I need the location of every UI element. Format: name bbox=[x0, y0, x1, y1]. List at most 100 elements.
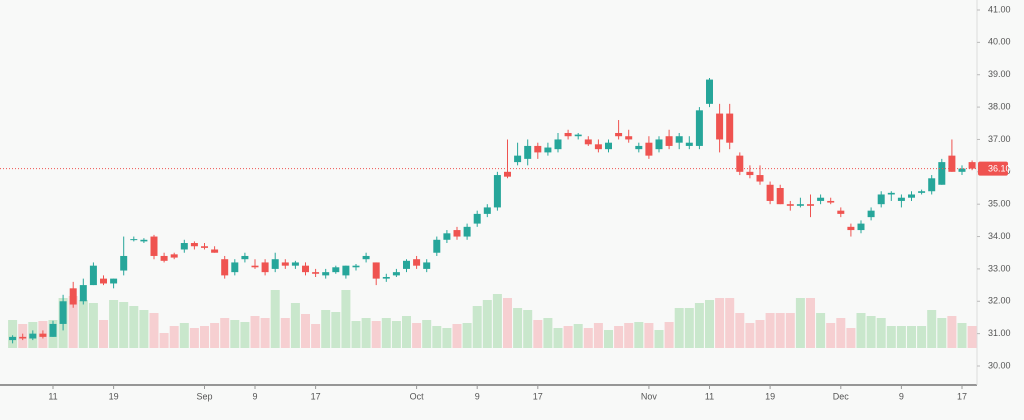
candle-body bbox=[89, 265, 97, 286]
candle-body bbox=[211, 249, 219, 253]
candle-body bbox=[736, 155, 744, 172]
candle-body bbox=[180, 243, 188, 250]
candle-body bbox=[59, 301, 67, 324]
candle-body bbox=[746, 171, 754, 176]
volume-bar bbox=[543, 318, 553, 348]
candle-body bbox=[241, 255, 249, 260]
candle-body bbox=[362, 255, 370, 260]
candle-body bbox=[423, 262, 431, 269]
candle-body bbox=[685, 142, 693, 146]
candle-body bbox=[100, 278, 107, 284]
volume-bar bbox=[765, 313, 775, 348]
volume-bar bbox=[533, 320, 543, 348]
candle-body bbox=[9, 336, 17, 341]
candle-body bbox=[372, 262, 380, 279]
volume-bar bbox=[523, 310, 533, 348]
x-tick-label: 17 bbox=[311, 391, 321, 401]
candle-body bbox=[928, 178, 936, 192]
volume-bar bbox=[179, 323, 189, 348]
candle-body bbox=[291, 262, 299, 266]
y-tick-label: 31.00 bbox=[988, 328, 1011, 338]
candle-body bbox=[837, 210, 845, 214]
candle-body bbox=[473, 213, 481, 224]
volume-bar bbox=[280, 318, 290, 348]
candle-body bbox=[261, 262, 269, 273]
candle-body bbox=[453, 230, 461, 237]
candle-body bbox=[221, 259, 229, 276]
y-tick-label: 35.00 bbox=[988, 199, 1011, 209]
y-tick-label: 34.00 bbox=[988, 231, 1011, 241]
candle-body bbox=[554, 139, 562, 150]
candle-body bbox=[493, 175, 501, 208]
volume-bar bbox=[422, 320, 432, 348]
candle-body bbox=[938, 162, 946, 185]
x-tick-label: 9 bbox=[899, 391, 904, 401]
candle-body bbox=[817, 197, 825, 201]
candle-body bbox=[514, 155, 522, 163]
candle-body bbox=[786, 204, 794, 206]
volume-bar bbox=[614, 326, 624, 348]
volume-bar bbox=[907, 326, 916, 348]
volume-bar bbox=[553, 328, 563, 348]
volume-bar bbox=[472, 306, 482, 348]
y-tick-label: 30.00 bbox=[988, 360, 1011, 370]
volume-bar bbox=[513, 308, 523, 348]
volume-bar bbox=[371, 321, 381, 348]
candle-body bbox=[443, 233, 451, 240]
volume-bar bbox=[129, 306, 139, 348]
volume-bar bbox=[593, 323, 603, 348]
candle-body bbox=[504, 171, 511, 177]
candle-body bbox=[19, 336, 27, 339]
candle-body bbox=[281, 262, 289, 266]
volume-bar bbox=[563, 326, 573, 348]
y-tick-label: 41.00 bbox=[988, 4, 1011, 14]
candle-body bbox=[776, 188, 784, 205]
volume-bar bbox=[442, 328, 452, 348]
candle-body bbox=[201, 246, 208, 248]
candle-body bbox=[887, 192, 895, 195]
volume-bar bbox=[795, 298, 805, 348]
last-price-label: 36.10 bbox=[988, 163, 1011, 173]
candle-body bbox=[160, 255, 168, 261]
x-tick-label: Dec bbox=[833, 391, 850, 401]
volume-bar bbox=[674, 308, 684, 348]
volume-bar bbox=[735, 313, 745, 348]
x-tick-label: 9 bbox=[252, 391, 257, 401]
x-tick-label: 11 bbox=[705, 391, 714, 401]
candle-body bbox=[150, 236, 158, 256]
candle-body bbox=[110, 278, 118, 284]
volume-bar bbox=[68, 296, 78, 348]
volume-bar bbox=[644, 323, 654, 348]
volume-bar bbox=[462, 323, 472, 348]
candle-body bbox=[716, 113, 724, 140]
volume-bar bbox=[361, 318, 371, 348]
volume-bar bbox=[149, 313, 159, 348]
volume-bar bbox=[391, 321, 401, 348]
candle-body bbox=[645, 142, 653, 156]
volume-bar bbox=[573, 324, 583, 348]
candle-body bbox=[877, 194, 885, 205]
volume-bar bbox=[482, 300, 492, 348]
candle-body bbox=[79, 285, 87, 302]
x-tick-label: Sep bbox=[196, 391, 212, 401]
candle-body bbox=[524, 145, 532, 159]
candle-body bbox=[695, 110, 703, 146]
y-tick-label: 33.00 bbox=[988, 263, 1011, 273]
volume-bar bbox=[260, 318, 270, 348]
candle-body bbox=[322, 272, 330, 276]
volume-bar bbox=[270, 290, 280, 348]
candle-body bbox=[968, 162, 976, 169]
volume-bar bbox=[311, 324, 321, 348]
volume-bar bbox=[624, 323, 634, 348]
volume-bar bbox=[210, 323, 220, 348]
x-tick-label: 11 bbox=[48, 391, 57, 401]
candle-body bbox=[857, 223, 865, 231]
volume-bar bbox=[755, 320, 765, 348]
candle-body bbox=[655, 139, 663, 150]
volume-bar bbox=[412, 323, 422, 348]
x-tick-label: Oct bbox=[410, 391, 425, 401]
volume-bar bbox=[866, 316, 876, 348]
volume-bar bbox=[725, 298, 735, 348]
candle-body bbox=[49, 323, 57, 337]
